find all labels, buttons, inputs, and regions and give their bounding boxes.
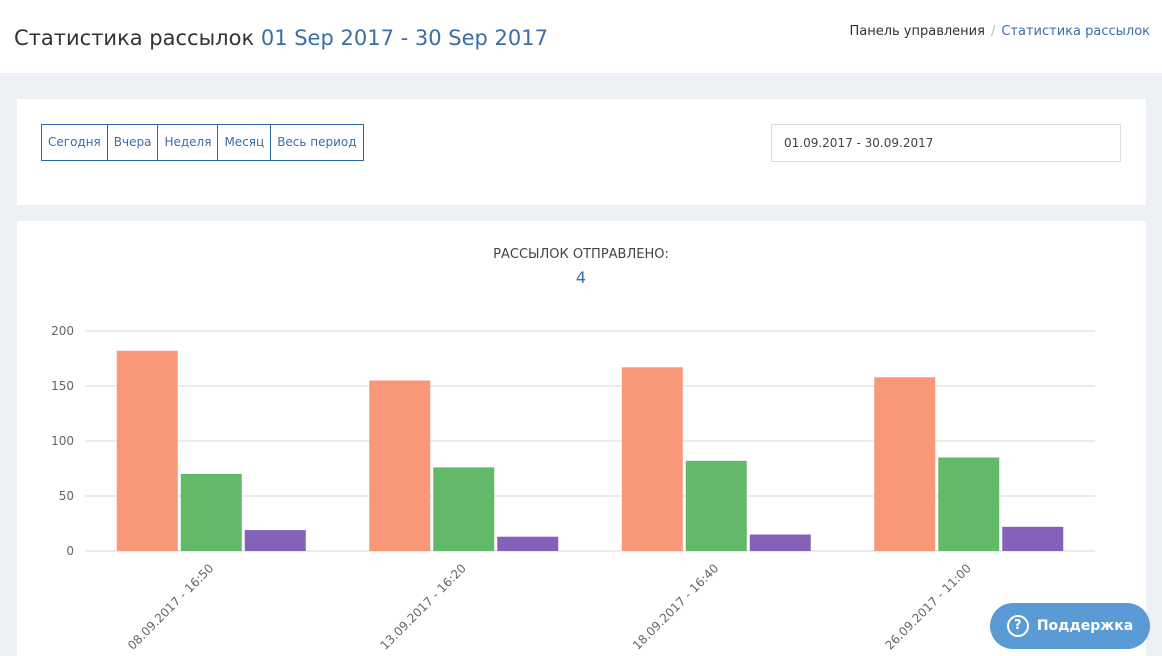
breadcrumb[interactable]: Панель управления [849, 24, 985, 39]
chart-card [17, 221, 1146, 656]
bar [497, 536, 559, 551]
bar [180, 474, 242, 551]
bar [938, 457, 1000, 551]
filter-buttons: Сегодня Вчера Неделя Месяц Весь период [41, 124, 364, 161]
title-period: 01 Sep 2017 - 30 Sep 2017 [260, 26, 548, 50]
top-bar [0, 0, 1162, 73]
y-tick-label: 150 [51, 379, 74, 393]
x-tick-label: 08.09.2017 - 16:50 [125, 561, 216, 652]
x-tick-label: 18.09.2017 - 16:40 [630, 561, 721, 652]
filter-card [17, 99, 1146, 205]
date-range-input[interactable]: 01.09.2017 - 30.09.2017 [771, 124, 1121, 162]
page-title: Статистика рассылок 01 Sep 2017 - 30 Sep… [14, 26, 548, 50]
bar [433, 467, 495, 551]
bar [621, 367, 683, 551]
bar [874, 377, 936, 551]
support-label[interactable]: Поддержка [1036, 618, 1134, 634]
x-tick-label: 26.09.2017 - 11:00 [882, 561, 973, 652]
y-tick-label: 0 [66, 544, 74, 558]
chart: РАССЫЛОК ОТПРАВЛЕНО: 4 0 50 100 150 200 08.09… [51, 247, 1095, 653]
x-tick-label: 13.09.2017 - 16:20 [377, 561, 468, 652]
bar [116, 350, 178, 551]
filter-button[interactable]: Месяц [217, 125, 270, 160]
y-tick-label: 200 [51, 324, 74, 338]
bar [244, 530, 306, 551]
breadcrumbs: Панель управления / Статистика рассылок [849, 24, 1150, 39]
bar [685, 460, 747, 551]
filter-button[interactable]: Вчера [106, 125, 158, 160]
bar [1002, 526, 1064, 551]
stats-value: 4 [576, 268, 586, 287]
bar [749, 534, 811, 551]
filter-button[interactable]: Весь период [270, 125, 362, 160]
y-tick-label: 100 [51, 434, 74, 448]
filter-button[interactable]: Неделя [157, 125, 217, 160]
y-tick-label: 50 [59, 489, 74, 503]
breadcrumb[interactable]: Статистика рассылок [1001, 24, 1150, 39]
support-button[interactable]: ? Поддержка [990, 603, 1150, 649]
title-text: Статистика рассылок [14, 26, 255, 50]
filter-button[interactable]: Сегодня [48, 135, 101, 149]
stats-label: РАССЫЛОК ОТПРАВЛЕНО: [493, 247, 669, 262]
bar [369, 380, 431, 551]
